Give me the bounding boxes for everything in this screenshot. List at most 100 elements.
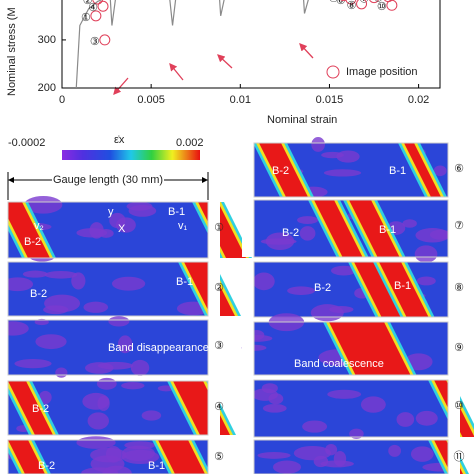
blotch (329, 305, 354, 314)
band (354, 262, 404, 317)
arrow (299, 43, 314, 59)
panel-text: B-1 (389, 165, 406, 177)
blotch (97, 361, 134, 370)
band (329, 322, 411, 375)
band (8, 381, 53, 435)
blotch (272, 460, 302, 474)
panel-clip-edge (208, 440, 220, 474)
panel-frame (7, 380, 209, 436)
panel-frame (253, 379, 449, 438)
blotch (44, 294, 81, 313)
blotch (76, 436, 116, 449)
panel-text: B-2 (272, 165, 289, 177)
colorbar-min: -0.0002 (8, 137, 45, 149)
strain-panel (242, 137, 460, 198)
panel-clip-edge (242, 380, 254, 437)
x-tick-label: 0.005 (137, 94, 165, 106)
image-position-label: ⑧ (347, 0, 357, 12)
band (379, 262, 429, 317)
blotch (141, 410, 162, 421)
image-position (345, 0, 357, 5)
blotch (130, 359, 150, 376)
panel-clip-edge (0, 202, 8, 258)
panel-text: B-2 (282, 227, 299, 239)
panel-text: B-2 (30, 288, 47, 300)
panel-number: ⑪ (454, 450, 465, 463)
colorbar (62, 150, 200, 160)
blotch (111, 276, 146, 291)
panel-frame (253, 439, 449, 474)
x-tick-label: 0.015 (316, 94, 344, 106)
panel-text: B-1 (394, 280, 411, 292)
blotch (124, 441, 156, 450)
panel-clip-edge (448, 440, 460, 474)
strain-panel (242, 379, 474, 439)
blotch (257, 452, 291, 459)
x-tick-label: 0.02 (408, 94, 429, 106)
y-tick-label: 300 (38, 34, 56, 46)
blotch (55, 367, 68, 378)
image-position (369, 0, 379, 4)
blotch (102, 465, 132, 474)
panel-clip-edge (0, 262, 8, 316)
blotch (108, 316, 130, 327)
panel-frame (7, 319, 209, 376)
panel-clip-edge (448, 262, 460, 317)
image-position-label: ⑨ (373, 0, 383, 5)
panel-text: y (108, 206, 114, 218)
panel-text: B-2 (24, 236, 41, 248)
panel-frame (7, 261, 209, 317)
strain-panel (241, 313, 460, 376)
strain-panel (242, 261, 460, 322)
band (314, 200, 363, 257)
panel-number: ⑨ (454, 342, 464, 354)
blotch (287, 286, 316, 295)
panel-number: ⑦ (454, 220, 464, 232)
blotch (22, 270, 48, 278)
image-position (90, 10, 102, 22)
legend-marker (326, 65, 340, 79)
blotch (128, 204, 157, 217)
colorbar-max: 0.002 (176, 137, 204, 149)
blotch (349, 428, 364, 439)
panel-clip-edge (448, 200, 460, 257)
blotch (297, 216, 319, 225)
image-position-label: ⑩ (377, 1, 387, 13)
blotch (402, 219, 417, 228)
image-position (92, 0, 104, 5)
colorbar-label: ε̇x (114, 134, 125, 146)
panel-number: ⑩ (454, 400, 464, 412)
panel-clip-edge (448, 380, 460, 437)
image-position (340, 0, 348, 2)
blotch (414, 245, 438, 263)
blotch (321, 151, 345, 159)
panel-text: B-2 (32, 403, 49, 415)
band (404, 143, 441, 197)
blotch (311, 137, 325, 152)
stress-line (75, 0, 309, 89)
arrow (113, 77, 129, 95)
x-tick-label: 0.01 (230, 94, 251, 106)
band (8, 440, 45, 474)
panel-number: ② (214, 282, 224, 294)
strain-panel (0, 316, 220, 378)
blotch (121, 445, 155, 462)
image-position-label: ① (81, 12, 91, 24)
panel-number: ⑧ (454, 282, 464, 294)
panel-text: B-2 (38, 460, 55, 472)
blotch (302, 420, 328, 433)
y-axis-label: Nominal stress (M (6, 7, 18, 96)
arrows (113, 43, 314, 95)
image-position (386, 0, 398, 11)
panel-text: X (118, 223, 126, 235)
blotch (360, 396, 386, 413)
panel-text: B-1 (176, 276, 193, 288)
panel-clip-edge (208, 202, 220, 258)
panel-frame (253, 321, 449, 376)
panel-clip-edge (208, 320, 220, 375)
blotch (38, 390, 52, 405)
panel-clip-edge (208, 262, 220, 316)
panel-text: v₁ (178, 220, 188, 232)
band (259, 143, 308, 197)
image-position-label: ③ (90, 36, 100, 48)
